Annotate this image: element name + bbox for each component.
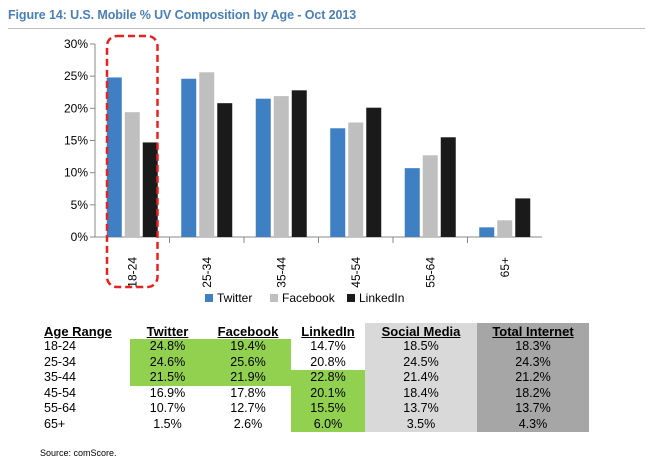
table-cell: 2.6% xyxy=(233,416,263,431)
legend-label-twitter: Twitter xyxy=(217,291,252,305)
table-cell: 21.4% xyxy=(365,370,477,386)
table-cell: 20.1% xyxy=(291,385,365,401)
y-tick-label: 30% xyxy=(64,37,88,51)
bar-chart: 0% 5% 10% 15% 20% 25% 30% 18-24 25-34 35-44 45-54 5… xyxy=(64,34,542,305)
legend-swatch-twitter xyxy=(205,294,213,302)
table-cell: 24.5% xyxy=(365,354,477,370)
table-cell: 18.3% xyxy=(477,339,589,355)
table-body: 18-24 24.8% 19.4% 14.7% 18.5% 18.3% 25-34 24.6%… xyxy=(40,339,589,432)
table-cell: 18.4% xyxy=(365,385,477,401)
table-cell: 21.9% xyxy=(205,370,291,386)
table-cell: 1.5% xyxy=(153,416,182,431)
chart-title: Figure 14: U.S. Mobile % UV Composition … xyxy=(8,8,357,22)
table-header-cell: LinkedIn xyxy=(301,323,355,339)
bar-twitter-65+ xyxy=(479,227,495,237)
table-cell: 10.7% xyxy=(149,401,186,416)
bar-twitter-45-54 xyxy=(330,128,346,237)
legend-swatch-linkedin xyxy=(347,294,355,302)
table-row: 55-64 10.7% 12.7% 15.5% 13.7% 13.7% xyxy=(40,401,589,417)
bar-facebook-55-64 xyxy=(422,155,438,237)
table-header-cell: Social Media xyxy=(365,323,477,339)
table-cell: 24.6% xyxy=(130,354,205,370)
table-header-cell: Age Range xyxy=(44,323,112,339)
table-cell: 55-64 xyxy=(44,401,76,416)
y-tick-label: 5% xyxy=(71,198,89,212)
y-tick-label: 10% xyxy=(64,166,88,180)
table-cell: 13.7% xyxy=(477,401,589,417)
table-cell: 16.9% xyxy=(149,385,186,400)
highlight-box xyxy=(105,34,159,289)
table-cell: 12.7% xyxy=(230,401,266,416)
table-cell: 14.7% xyxy=(310,339,346,354)
bar-facebook-65+ xyxy=(497,220,513,237)
table-row: 25-34 24.6% 25.6% 20.8% 24.5% 24.3% xyxy=(40,354,589,370)
table-cell: 35-44 xyxy=(44,370,76,385)
table-cell: 45-54 xyxy=(44,385,76,400)
table-cell: 18.5% xyxy=(365,339,477,355)
bar-linkedin-55-64 xyxy=(440,137,456,237)
table-cell: 24.3% xyxy=(477,354,589,370)
table-cell: 15.5% xyxy=(291,401,365,417)
legend-label-facebook: Facebook xyxy=(282,291,336,305)
bar-facebook-18-24 xyxy=(124,112,140,237)
table-header-cell: Facebook xyxy=(217,323,279,339)
table-header-cell: Total Internet xyxy=(477,323,589,339)
bar-linkedin-45-54 xyxy=(366,107,382,237)
bar-twitter-25-34 xyxy=(181,78,197,238)
y-tick-label: 25% xyxy=(64,69,88,83)
x-tick-label: 45-54 xyxy=(349,257,363,288)
bar-twitter-18-24 xyxy=(106,77,122,237)
table-cell: 65+ xyxy=(44,416,66,431)
legend-swatch-facebook xyxy=(270,294,278,302)
y-tick-label: 0% xyxy=(71,230,89,244)
table-cell: 24.8% xyxy=(130,339,205,355)
table-cell: 25-34 xyxy=(44,354,76,369)
table-row: 65+ 1.5% 2.6% 6.0% 3.5% 4.3% xyxy=(40,416,589,432)
table-cell: 21.2% xyxy=(477,370,589,386)
y-tick-label: 20% xyxy=(64,101,88,115)
bar-linkedin-65+ xyxy=(515,198,531,237)
table-cell: 19.4% xyxy=(205,339,291,355)
legend-label-linkedin: LinkedIn xyxy=(359,291,404,305)
table-header-row: Age Range Twitter Facebook LinkedIn Social M… xyxy=(40,323,589,339)
table-cell: 25.6% xyxy=(205,354,291,370)
bar-twitter-35-44 xyxy=(255,98,271,237)
x-tick-label: 55-64 xyxy=(423,257,437,288)
table-row: 45-54 16.9% 17.8% 20.1% 18.4% 18.2% xyxy=(40,385,589,401)
table-cell: 4.3% xyxy=(477,416,589,432)
bar-facebook-25-34 xyxy=(199,72,215,237)
title-divider xyxy=(8,28,645,29)
bar-linkedin-25-34 xyxy=(217,103,233,237)
x-tick-label: 18-24 xyxy=(125,257,139,288)
bar-twitter-55-64 xyxy=(404,168,420,237)
y-tick-label: 15% xyxy=(64,134,88,148)
table-cell: 21.5% xyxy=(130,370,205,386)
table-cell: 17.8% xyxy=(230,385,266,400)
bar-facebook-35-44 xyxy=(273,96,289,237)
table-cell: 13.7% xyxy=(365,401,477,417)
table-row: 18-24 24.8% 19.4% 14.7% 18.5% 18.3% xyxy=(40,339,589,355)
table-row: 35-44 21.5% 21.9% 22.8% 21.4% 21.2% xyxy=(40,370,589,386)
bar-facebook-45-54 xyxy=(348,122,364,237)
x-tick-label: 65+ xyxy=(498,257,512,277)
table-cell: 18.2% xyxy=(477,385,589,401)
table-header-cell: Twitter xyxy=(146,323,189,339)
bar-linkedin-35-44 xyxy=(291,90,307,237)
table-cell: 3.5% xyxy=(365,416,477,432)
table-cell: 18-24 xyxy=(44,339,76,354)
source-note: Source: comScore. xyxy=(40,448,117,458)
bar-linkedin-18-24 xyxy=(142,142,158,237)
table-cell: 22.8% xyxy=(291,370,365,386)
x-tick-label: 25-34 xyxy=(200,257,214,288)
table-cell: 20.8% xyxy=(310,354,346,369)
x-tick-label: 35-44 xyxy=(274,257,288,288)
data-table: Age Range Twitter Facebook LinkedIn Social M… xyxy=(40,323,589,432)
table-cell: 6.0% xyxy=(291,416,365,432)
